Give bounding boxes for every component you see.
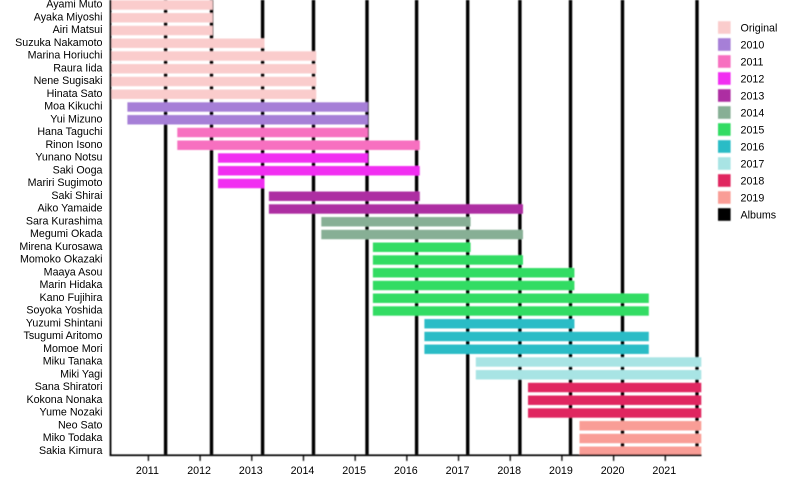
- svg-text:Raura Iida: Raura Iida: [53, 62, 102, 74]
- svg-text:2016: 2016: [741, 141, 765, 153]
- svg-text:2019: 2019: [549, 465, 573, 475]
- svg-text:Yuzumi Shintani: Yuzumi Shintani: [26, 317, 103, 329]
- svg-text:Yunano Notsu: Yunano Notsu: [35, 152, 102, 164]
- svg-text:Mariri Sugimoto: Mariri Sugimoto: [28, 177, 103, 189]
- svg-text:Suzuka Nakamoto: Suzuka Nakamoto: [15, 37, 102, 49]
- svg-text:Miko Todaka: Miko Todaka: [43, 432, 103, 444]
- svg-text:2014: 2014: [291, 465, 315, 475]
- svg-text:2015: 2015: [741, 124, 765, 136]
- svg-text:Momoe Mori: Momoe Mori: [43, 343, 102, 355]
- svg-text:Albums: Albums: [741, 209, 777, 221]
- svg-text:Marin Hidaka: Marin Hidaka: [40, 279, 103, 291]
- svg-text:2019: 2019: [741, 192, 765, 204]
- svg-text:Ayami Muto: Ayami Muto: [46, 0, 102, 11]
- svg-text:2012: 2012: [741, 73, 765, 85]
- svg-text:Kokona Nonaka: Kokona Nonaka: [26, 394, 102, 406]
- svg-text:2018: 2018: [741, 175, 765, 187]
- svg-text:2016: 2016: [394, 465, 418, 475]
- svg-text:Megumi Okada: Megumi Okada: [30, 228, 103, 240]
- svg-text:Original: Original: [741, 22, 778, 34]
- svg-text:Miki Yagi: Miki Yagi: [60, 368, 102, 380]
- svg-text:Aiko Yamaide: Aiko Yamaide: [38, 203, 103, 215]
- svg-text:2017: 2017: [446, 465, 470, 475]
- svg-text:Hinata Sato: Hinata Sato: [47, 88, 103, 100]
- svg-text:Soyoka Yoshida: Soyoka Yoshida: [26, 305, 102, 317]
- svg-text:Nene Sugisaki: Nene Sugisaki: [34, 75, 103, 87]
- svg-text:Saki Ooga: Saki Ooga: [53, 164, 103, 176]
- svg-text:2014: 2014: [741, 107, 765, 119]
- svg-text:Miku Tanaka: Miku Tanaka: [43, 356, 103, 368]
- svg-text:Maaya Asou: Maaya Asou: [44, 266, 103, 278]
- svg-text:2017: 2017: [741, 158, 765, 170]
- svg-text:Ayaka Miyoshi: Ayaka Miyoshi: [34, 11, 103, 23]
- svg-text:Marina Horiuchi: Marina Horiuchi: [28, 50, 103, 62]
- svg-text:Saki Shirai: Saki Shirai: [51, 190, 102, 202]
- svg-text:2010: 2010: [741, 39, 765, 51]
- svg-text:Sana Shiratori: Sana Shiratori: [35, 381, 103, 393]
- svg-text:Hana Taguchi: Hana Taguchi: [37, 126, 102, 138]
- svg-text:2011: 2011: [741, 56, 764, 68]
- svg-text:2011: 2011: [136, 465, 159, 475]
- svg-text:Moa Kikuchi: Moa Kikuchi: [44, 101, 102, 113]
- svg-text:Tsugumi Aritomo: Tsugumi Aritomo: [24, 330, 103, 342]
- svg-text:2012: 2012: [187, 465, 211, 475]
- svg-text:Yui Mizuno: Yui Mizuno: [50, 113, 102, 125]
- svg-text:Rinon Isono: Rinon Isono: [45, 139, 102, 151]
- svg-text:2018: 2018: [497, 465, 521, 475]
- svg-text:2021: 2021: [652, 465, 676, 475]
- svg-text:Sakia Kimura: Sakia Kimura: [39, 445, 103, 457]
- svg-text:Yume Nozaki: Yume Nozaki: [40, 407, 103, 419]
- svg-text:Airi Matsui: Airi Matsui: [53, 24, 103, 36]
- svg-text:Momoko Okazaki: Momoko Okazaki: [20, 254, 103, 266]
- svg-text:Neo Sato: Neo Sato: [58, 419, 103, 431]
- svg-text:2013: 2013: [239, 465, 263, 475]
- svg-text:2015: 2015: [342, 465, 366, 475]
- svg-text:Sara Kurashima: Sara Kurashima: [26, 215, 103, 227]
- svg-text:Mirena Kurosawa: Mirena Kurosawa: [19, 241, 102, 253]
- svg-text:2013: 2013: [741, 90, 765, 102]
- svg-text:Kano Fujihira: Kano Fujihira: [40, 292, 103, 304]
- svg-text:2020: 2020: [601, 465, 625, 475]
